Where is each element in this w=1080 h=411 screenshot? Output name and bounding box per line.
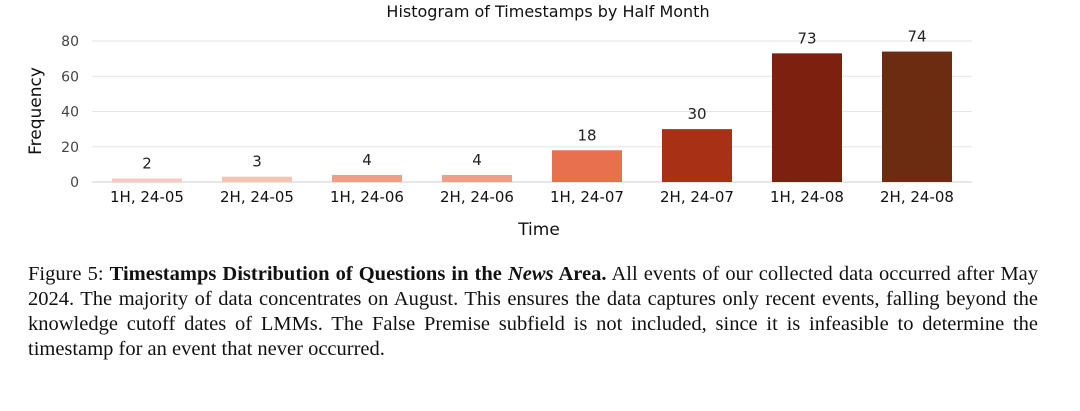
- chart-title: Histogram of Timestamps by Half Month: [386, 2, 709, 21]
- x-axis-label: Time: [517, 220, 560, 240]
- x-tick-label: 2H, 24-08: [880, 188, 954, 206]
- bar: [222, 176, 292, 182]
- bar: [882, 51, 952, 183]
- y-axis-label: Frequency: [26, 67, 46, 155]
- x-axis-ticks: 1H, 24-05 2H, 24-05 1H, 24-06 2H, 24-06 1H, …: [110, 188, 954, 206]
- figure-caption: Figure 5: Timestamps Distribution of Que…: [28, 262, 1038, 362]
- x-tick-label: 1H, 24-07: [550, 188, 624, 206]
- data-label: 74: [907, 28, 926, 46]
- bar: [112, 178, 182, 182]
- y-tick-label: 0: [70, 175, 79, 191]
- x-tick-label: 1H, 24-06: [330, 188, 404, 206]
- x-tick-label: 2H, 24-07: [660, 188, 734, 206]
- bars: [112, 51, 952, 183]
- bar: [772, 53, 842, 183]
- bar: [552, 150, 622, 182]
- bar: [332, 174, 402, 182]
- data-label: 73: [797, 29, 816, 47]
- histogram-chart: Histogram of Timestamps by Half Month 0 2…: [26, 2, 972, 240]
- data-label: 4: [472, 151, 482, 169]
- x-tick-label: 2H, 24-05: [220, 188, 294, 206]
- x-tick-label: 2H, 24-06: [440, 188, 514, 206]
- caption-label: Figure 5:: [28, 263, 104, 285]
- caption-text: All events of our collected data occurre…: [28, 263, 1039, 360]
- bar: [662, 129, 732, 182]
- data-label: 2: [142, 154, 152, 172]
- caption-title-italic: News: [507, 263, 554, 285]
- x-tick-label: 1H, 24-08: [770, 188, 844, 206]
- data-label: 30: [687, 105, 706, 123]
- data-label: 18: [577, 126, 596, 144]
- y-tick-label: 20: [61, 140, 79, 156]
- y-tick-label: 40: [61, 105, 79, 121]
- data-labels: 2 3 4 4 18 30 73 74: [142, 28, 926, 173]
- x-tick-label: 1H, 24-05: [110, 188, 184, 206]
- bar: [442, 174, 512, 182]
- y-axis-ticks: 0 20 40 60 80: [61, 34, 79, 191]
- y-tick-label: 60: [61, 69, 79, 85]
- caption-title: Timestamps Distribution of Questions in …: [109, 263, 607, 285]
- data-label: 3: [252, 153, 262, 171]
- data-label: 4: [362, 151, 372, 169]
- y-tick-label: 80: [61, 34, 79, 50]
